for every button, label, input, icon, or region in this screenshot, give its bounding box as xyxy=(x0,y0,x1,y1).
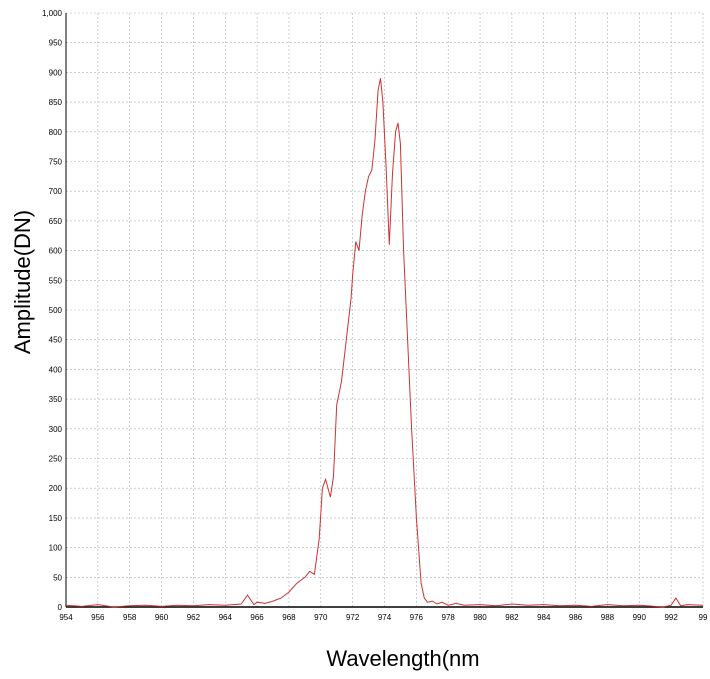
y-tick-label: 300 xyxy=(49,425,63,434)
y-tick-label: 850 xyxy=(49,98,63,107)
amplitude-series-line xyxy=(65,78,704,608)
y-tick-label: 500 xyxy=(49,306,63,315)
plot-frame xyxy=(65,13,703,608)
y-tick-label: 200 xyxy=(49,484,63,493)
x-tick-label: 978 xyxy=(442,613,456,622)
y-tick-label: 700 xyxy=(49,187,63,196)
y-tick-label: 900 xyxy=(49,68,63,77)
y-tick-label: 450 xyxy=(49,336,63,345)
x-tick-label: 976 xyxy=(410,613,424,622)
y-axis-title: Amplitude(DN) xyxy=(10,210,35,354)
grid-lines xyxy=(65,12,704,608)
x-tick-label: 966 xyxy=(250,613,264,622)
x-tick-label: 972 xyxy=(346,613,360,622)
y-tick-label: 0 xyxy=(58,603,63,612)
y-tick-label: 750 xyxy=(49,158,63,167)
y-tick-label: 250 xyxy=(49,455,63,464)
x-tick-label: 958 xyxy=(123,613,137,622)
x-tick-label: 954 xyxy=(59,613,73,622)
x-axis-title: Wavelength(nm xyxy=(326,646,479,671)
x-tick-label: 988 xyxy=(601,613,615,622)
x-tick-label: 984 xyxy=(537,613,551,622)
x-tick-label: 99 xyxy=(699,613,708,622)
x-tick-labels: 954 956 958 960 962 964 966 968 970 972 974 976 978 9… xyxy=(59,613,708,622)
y-tick-label: 800 xyxy=(49,128,63,137)
y-tick-label: 550 xyxy=(49,276,63,285)
y-tick-labels: 0 50 100 150 200 250 300 350 400 450 500 550 600 650 7… xyxy=(42,9,63,612)
x-tick-label: 970 xyxy=(314,613,328,622)
x-tick-label: 962 xyxy=(187,613,201,622)
y-tick-label: 150 xyxy=(49,514,63,523)
y-tick-label: 650 xyxy=(49,217,63,226)
x-tick-label: 956 xyxy=(91,613,105,622)
y-tick-label: 1,000 xyxy=(42,9,63,18)
x-tick-label: 974 xyxy=(378,613,392,622)
x-tick-label: 990 xyxy=(633,613,647,622)
y-tick-label: 600 xyxy=(49,247,63,256)
y-tick-label: 350 xyxy=(49,395,63,404)
x-tick-label: 992 xyxy=(664,613,678,622)
x-tick-label: 964 xyxy=(219,613,233,622)
y-tick-label: 100 xyxy=(49,544,63,553)
y-tick-label: 400 xyxy=(49,365,63,374)
x-tick-label: 960 xyxy=(155,613,169,622)
y-tick-label: 50 xyxy=(53,573,62,582)
x-tick-label: 982 xyxy=(505,613,519,622)
x-tick-label: 980 xyxy=(473,613,487,622)
y-tick-label: 950 xyxy=(49,39,63,48)
x-tick-label: 968 xyxy=(282,613,296,622)
x-tick-label: 986 xyxy=(569,613,583,622)
